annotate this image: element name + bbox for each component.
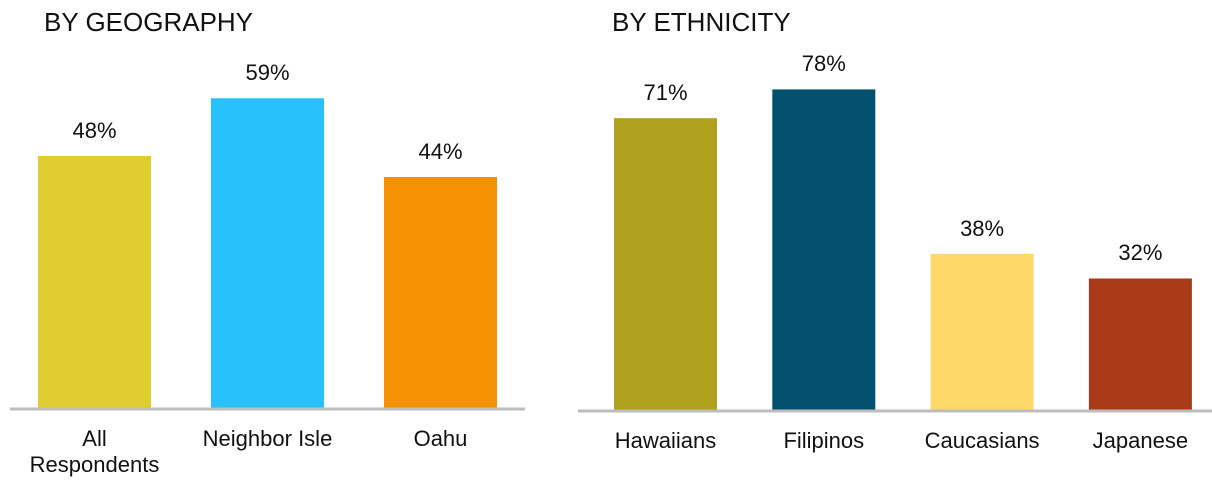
bar: [772, 89, 876, 411]
chart-title: BY ETHNICITY: [612, 7, 791, 37]
category-label: Hawaiians: [614, 428, 717, 453]
category-label: Filipinos: [783, 428, 865, 453]
bar: [930, 253, 1034, 410]
category-label: Neighbor Isle: [202, 426, 333, 451]
category-label: Oahu: [413, 426, 468, 451]
bar: [38, 156, 151, 408]
category-label: Caucasians: [924, 428, 1040, 453]
category-label: Japanese: [1092, 428, 1189, 453]
bar: [1088, 278, 1192, 410]
value-label: 32%: [1118, 240, 1163, 266]
value-label: 38%: [960, 215, 1005, 241]
bar: [614, 118, 717, 410]
bar: [211, 98, 324, 408]
bar: [384, 177, 497, 408]
value-label: 59%: [245, 60, 290, 86]
value-label: 44%: [418, 139, 463, 164]
value-label: 48%: [72, 118, 117, 143]
category-label: All Respondents: [29, 426, 160, 477]
value-label: 78%: [801, 51, 846, 77]
chart-title: BY GEOGRAPHY: [44, 7, 254, 37]
value-label: 71%: [643, 80, 688, 106]
